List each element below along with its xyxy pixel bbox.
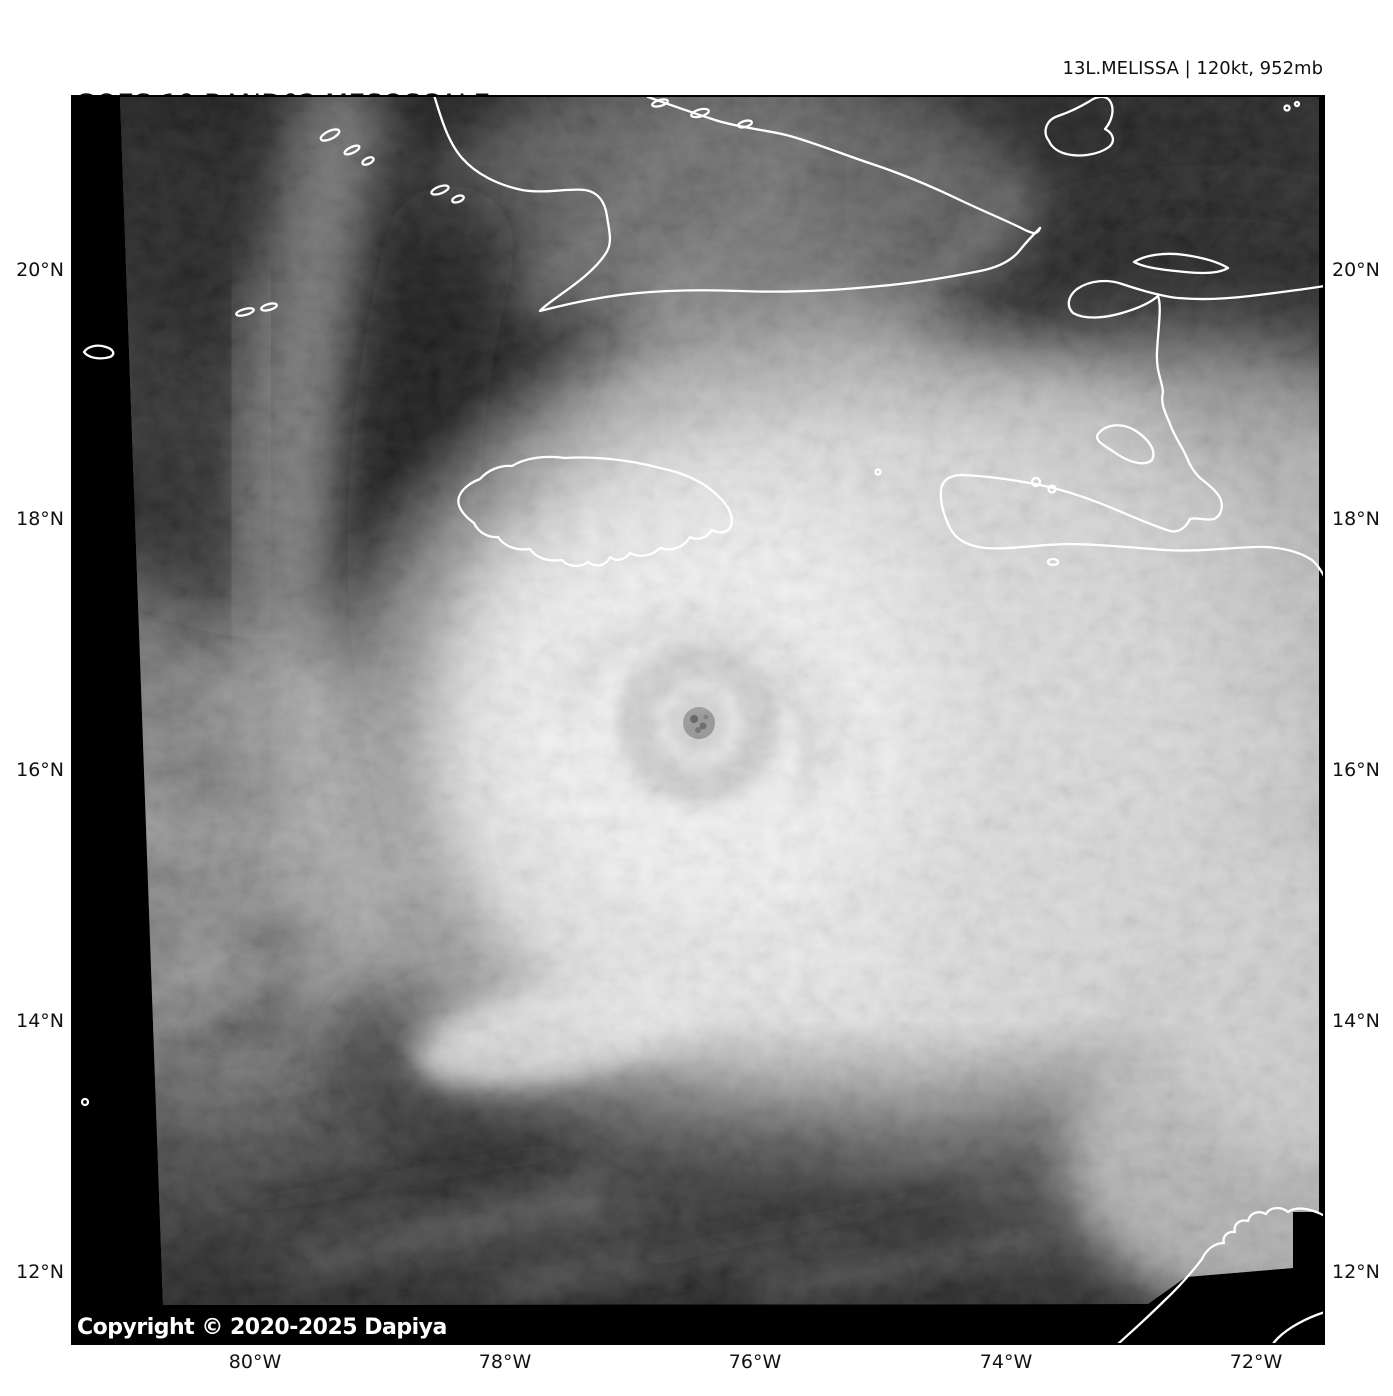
lat-label-right-20n: 20°N xyxy=(1332,259,1380,281)
lat-label-right-16n: 16°N xyxy=(1332,759,1380,781)
island-great-inagua xyxy=(1044,95,1115,157)
coastline-cuba-west xyxy=(432,95,1042,313)
satellite-data-swath xyxy=(120,97,1319,1305)
plot-frame xyxy=(71,95,1325,1345)
island-little-cayman xyxy=(235,307,255,317)
copyright-label: Copyright © 2020-2025 Dapiya xyxy=(77,1315,447,1340)
lat-label-left-12n: 12°N xyxy=(16,1261,64,1283)
storm-info-label: 13L.MELISSA | 120kt, 952mb xyxy=(1062,58,1324,79)
lon-label-72w: 72°W xyxy=(1229,1351,1283,1373)
lat-label-left-14n: 14°N xyxy=(16,1010,64,1032)
coastline-south-america xyxy=(1115,1206,1325,1345)
satellite-map-panel xyxy=(71,95,1325,1345)
coastline-jamaica xyxy=(457,455,733,568)
island-grand-cayman xyxy=(82,344,115,360)
lat-label-left-16n: 16°N xyxy=(16,759,64,781)
island-navassa xyxy=(874,468,882,476)
lat-label-right-14n: 14°N xyxy=(1332,1010,1380,1032)
island-cay-1 xyxy=(651,98,669,108)
island-gonave xyxy=(1095,424,1155,465)
lat-label-right-12n: 12°N xyxy=(1332,1261,1380,1283)
island-cay-2 xyxy=(690,107,710,119)
coastline-hispaniola xyxy=(939,279,1325,580)
satellite-image xyxy=(71,95,1325,1345)
coastline-south-america-2 xyxy=(1270,1310,1325,1345)
lon-label-76w: 76°W xyxy=(728,1351,782,1373)
lon-label-74w: 74°W xyxy=(979,1351,1033,1373)
coastline-cuba-north xyxy=(646,95,1042,235)
islet-southwest xyxy=(80,1097,90,1107)
island-cayman-brac xyxy=(260,302,278,312)
island-cay-3 xyxy=(737,119,753,129)
islands-canarreos xyxy=(319,128,465,204)
lat-label-left-20n: 20°N xyxy=(16,259,64,281)
island-tortuga xyxy=(1132,252,1230,275)
islets-haiti xyxy=(1030,476,1060,567)
lon-label-78w: 78°W xyxy=(478,1351,532,1373)
lat-label-right-18n: 18°N xyxy=(1332,508,1380,530)
lat-label-left-18n: 18°N xyxy=(16,508,64,530)
coastline-overlay xyxy=(80,95,1325,1345)
lon-label-80w: 80°W xyxy=(228,1351,282,1373)
islets-northeast xyxy=(1283,100,1301,112)
